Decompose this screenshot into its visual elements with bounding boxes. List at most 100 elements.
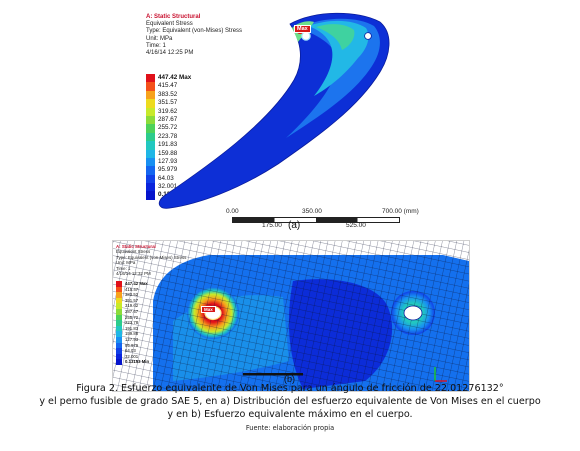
panel-a-legend-swatch	[146, 107, 155, 116]
panel-b-legend-swatch	[116, 297, 122, 304]
panel-b-legend-swatch	[116, 348, 122, 354]
bolt-hole-right	[364, 32, 372, 40]
bolt-hole-left	[301, 31, 311, 41]
panel-a-legend-swatch	[146, 183, 155, 192]
panel-b-legend-swatch	[116, 292, 122, 298]
panel-a-legend-value: 64.03	[158, 174, 174, 182]
panel-b-legend-value: 95.979	[125, 342, 139, 348]
panel-b-legend-value: 127.93	[125, 336, 139, 342]
panel-b-legend-swatch	[116, 286, 122, 293]
panel-a-legend-value: 127.93	[158, 157, 178, 165]
panel-a-legend-swatch	[146, 149, 155, 158]
panel-a-legend-swatch	[146, 166, 155, 175]
scale-bar-track	[232, 217, 400, 223]
panel-b-legend-value: 255.72	[125, 314, 139, 320]
panel-a-header: A: Static Structural Equivalent Stress T…	[146, 14, 242, 57]
panel-b-header-line-2: Type: Equivalent (von-Mises) Stress	[116, 254, 187, 260]
panel-b-legend-swatch	[116, 331, 122, 337]
panel-a-legend-value: 287.67	[158, 115, 178, 123]
figure-caption: Figura 2. Esfuerzo equivalente de Von Mi…	[0, 382, 580, 421]
panel-b-header-line-3: Unit: MPa	[116, 260, 136, 266]
panel-a-header-line-5: 4/16/14 12:25 PM	[146, 50, 194, 57]
panel-a-legend-swatch	[146, 115, 155, 125]
panel-a-legend-swatch	[146, 90, 155, 100]
panel-a-header-line-3: Unit: MPa	[146, 35, 173, 42]
panel-a-legend-value: 415.47	[158, 82, 178, 90]
bolt-hole-right-b	[403, 305, 423, 321]
panel-b-legend-value: 447.42 Max	[125, 281, 148, 286]
panel-a-legend-swatch	[146, 74, 155, 83]
hook-body	[158, 12, 390, 209]
panel-b-header-line-1: Equivalent Stress	[116, 249, 151, 255]
caption-line-2: y el perno fusible de grado SAE 5, en a)…	[39, 396, 541, 407]
figure-source: Fuente: elaboración propia	[245, 424, 335, 432]
panel-a-legend-swatch	[146, 141, 155, 150]
panel-b-legend-swatch	[116, 314, 122, 321]
panel-a-legend-swatch	[146, 82, 155, 91]
panel-b-legend-swatch	[116, 342, 122, 349]
panel-a-legend-value: 191.83	[158, 141, 178, 149]
stress-band-core	[316, 24, 355, 50]
panel-a-legend-value: 383.52	[158, 90, 178, 98]
max-tag-b: Max	[201, 306, 216, 313]
panel-b-legend-swatch	[116, 336, 122, 343]
panel-b-legend-value: 319.62	[125, 303, 139, 309]
panel-b-legend-value: 32.001	[125, 353, 139, 359]
scale-label-350: 350.00	[302, 208, 322, 215]
max-tag-a: Max	[294, 25, 311, 33]
panel-a-header-line-1: Equivalent Stress	[146, 21, 193, 28]
panel-b-legend-value: 191.83	[125, 325, 139, 331]
panel-a-legend-swatch	[146, 174, 155, 184]
scale-label-175: 175.00	[262, 222, 282, 229]
panel-b-legend-value: 383.52	[125, 292, 139, 298]
panel-b-legend-swatch	[116, 308, 122, 315]
panel-b-title: A: Static Structural	[116, 244, 156, 249]
panel-b-legend-value: 287.67	[125, 308, 139, 314]
panel-b-legend-swatch	[116, 281, 122, 287]
panel-a-legend-value: 319.62	[158, 107, 178, 115]
panel-b-legend-value: 159.88	[125, 331, 139, 337]
figure-panel-a: A: Static Structural Equivalent Stress T…	[118, 8, 478, 234]
panel-letter-a: (a)	[288, 220, 301, 231]
panel-a-model	[158, 12, 390, 209]
panel-b-legend-value: 415.47	[125, 286, 139, 292]
panel-b-header: A: Static Structural Equivalent Stress T…	[116, 244, 186, 276]
bottom-strip	[243, 373, 303, 376]
panel-letter-b: (b)	[284, 374, 295, 384]
panel-a-legend-swatch	[146, 132, 155, 142]
caption-line-1: Figura 2. Esfuerzo equivalente de Von Mi…	[76, 383, 504, 394]
scale-label-525: 525.00	[346, 222, 366, 229]
panel-b-legend-swatch	[116, 353, 122, 360]
panel-a-legend-swatch	[146, 124, 155, 133]
scale-bar-a: 0.00 350.00 700.00 (mm) 175.00 525.00	[226, 208, 432, 229]
panel-b-legend-swatch	[116, 303, 122, 309]
panel-b-legend-value: 64.03	[125, 348, 136, 354]
panel-a-legend-value: 447.42 Max	[158, 74, 192, 81]
panel-b-legend-swatch	[116, 359, 122, 365]
panel-a-legend-swatch	[146, 191, 155, 200]
figure-panel-b: A: Static Structural Equivalent Stress T…	[112, 240, 470, 392]
panel-a-header-line-4: Time: 1	[146, 42, 166, 49]
scale-label-700: 700.00 (mm)	[382, 208, 419, 215]
panel-a-legend-value: 32.001	[158, 183, 178, 191]
panel-b-model	[113, 241, 469, 391]
panel-a-header-line-2: Type: Equivalent (von-Mises) Stress	[146, 28, 243, 35]
panel-b-header-line-5: 4/16/14 12:32 PM	[116, 271, 151, 277]
panel-b-legend-value: 223.78	[125, 320, 139, 326]
scale-label-0: 0.00	[226, 208, 239, 215]
panel-a-legend-value: 223.78	[158, 132, 178, 140]
panel-b-legend-swatch	[116, 325, 122, 332]
panel-a-legend-value: 95.979	[158, 166, 178, 174]
caption-line-3: y en b) Esfuerzo equivalente máximo en e…	[167, 409, 413, 420]
panel-a-title: A: Static Structural	[146, 14, 201, 20]
panel-b-legend-swatch	[116, 320, 122, 326]
panel-b-header-line-4: Time: 1	[116, 265, 131, 271]
panel-a-legend-value: 255.72	[158, 124, 178, 132]
panel-a-legend-value: 159.88	[158, 149, 178, 157]
panel-a-legend-value: 351.57	[158, 99, 178, 107]
stress-band-inner	[308, 20, 369, 96]
panel-a-legend-swatch	[146, 99, 155, 108]
panel-a-legend-swatch	[146, 157, 155, 167]
panel-b-legend-value: 351.57	[125, 297, 139, 303]
panel-b-legend-value: 0.13153 Min	[125, 359, 150, 365]
